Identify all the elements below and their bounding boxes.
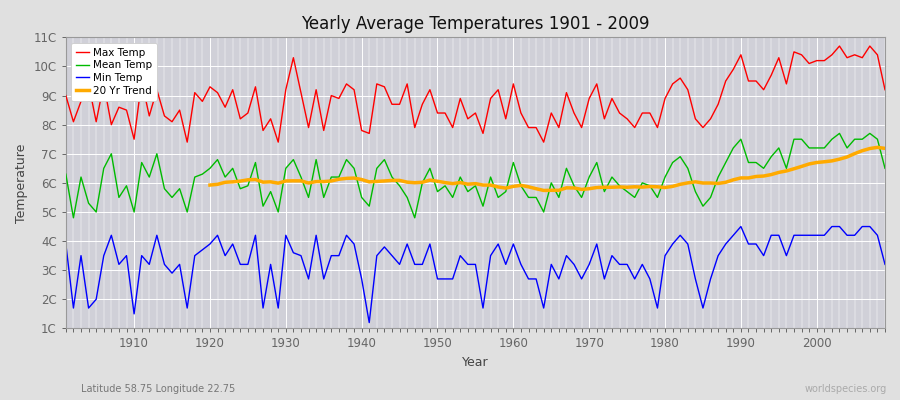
Mean Temp xyxy=(879,166,890,171)
Mean Temp xyxy=(341,157,352,162)
20 Yr Trend xyxy=(879,146,890,151)
20 Yr Trend xyxy=(773,170,784,175)
Min Temp xyxy=(516,262,526,267)
20 Yr Trend xyxy=(682,180,693,185)
20 Yr Trend xyxy=(872,145,883,150)
20 Yr Trend xyxy=(295,178,306,183)
Min Temp xyxy=(334,253,345,258)
Text: Latitude 58.75 Longitude 22.75: Latitude 58.75 Longitude 22.75 xyxy=(81,384,235,394)
Mean Temp xyxy=(508,160,518,165)
Min Temp xyxy=(364,320,374,325)
Min Temp xyxy=(122,253,132,258)
20 Yr Trend xyxy=(410,180,420,185)
Y-axis label: Temperature: Temperature xyxy=(15,143,28,222)
Min Temp xyxy=(607,253,617,258)
Text: worldspecies.org: worldspecies.org xyxy=(805,384,886,394)
Line: Min Temp: Min Temp xyxy=(66,226,885,322)
Line: Mean Temp: Mean Temp xyxy=(66,133,885,218)
Min Temp xyxy=(60,242,71,246)
Max Temp xyxy=(879,87,890,92)
Mean Temp xyxy=(834,131,845,136)
X-axis label: Year: Year xyxy=(462,356,489,369)
Min Temp xyxy=(735,224,746,229)
20 Yr Trend xyxy=(204,183,215,188)
Max Temp xyxy=(508,82,518,86)
Max Temp xyxy=(341,82,352,86)
Max Temp xyxy=(182,140,193,144)
Max Temp xyxy=(834,44,845,48)
Mean Temp xyxy=(68,216,79,220)
Title: Yearly Average Temperatures 1901 - 2009: Yearly Average Temperatures 1901 - 2009 xyxy=(302,15,650,33)
Max Temp xyxy=(516,111,526,116)
Mean Temp xyxy=(129,210,140,214)
20 Yr Trend xyxy=(857,148,868,153)
20 Yr Trend xyxy=(788,166,799,171)
Max Temp xyxy=(607,96,617,101)
Max Temp xyxy=(60,93,71,98)
Line: 20 Yr Trend: 20 Yr Trend xyxy=(210,147,885,190)
Legend: Max Temp, Mean Temp, Min Temp, 20 Yr Trend: Max Temp, Mean Temp, Min Temp, 20 Yr Tre… xyxy=(71,42,158,101)
Min Temp xyxy=(879,262,890,267)
Line: Max Temp: Max Temp xyxy=(66,46,885,142)
Max Temp xyxy=(122,108,132,112)
Mean Temp xyxy=(60,172,71,176)
Min Temp xyxy=(288,250,299,255)
Min Temp xyxy=(508,242,518,246)
Mean Temp xyxy=(516,183,526,188)
Max Temp xyxy=(295,90,306,95)
Mean Temp xyxy=(607,175,617,180)
20 Yr Trend xyxy=(538,188,549,193)
Mean Temp xyxy=(295,175,306,180)
